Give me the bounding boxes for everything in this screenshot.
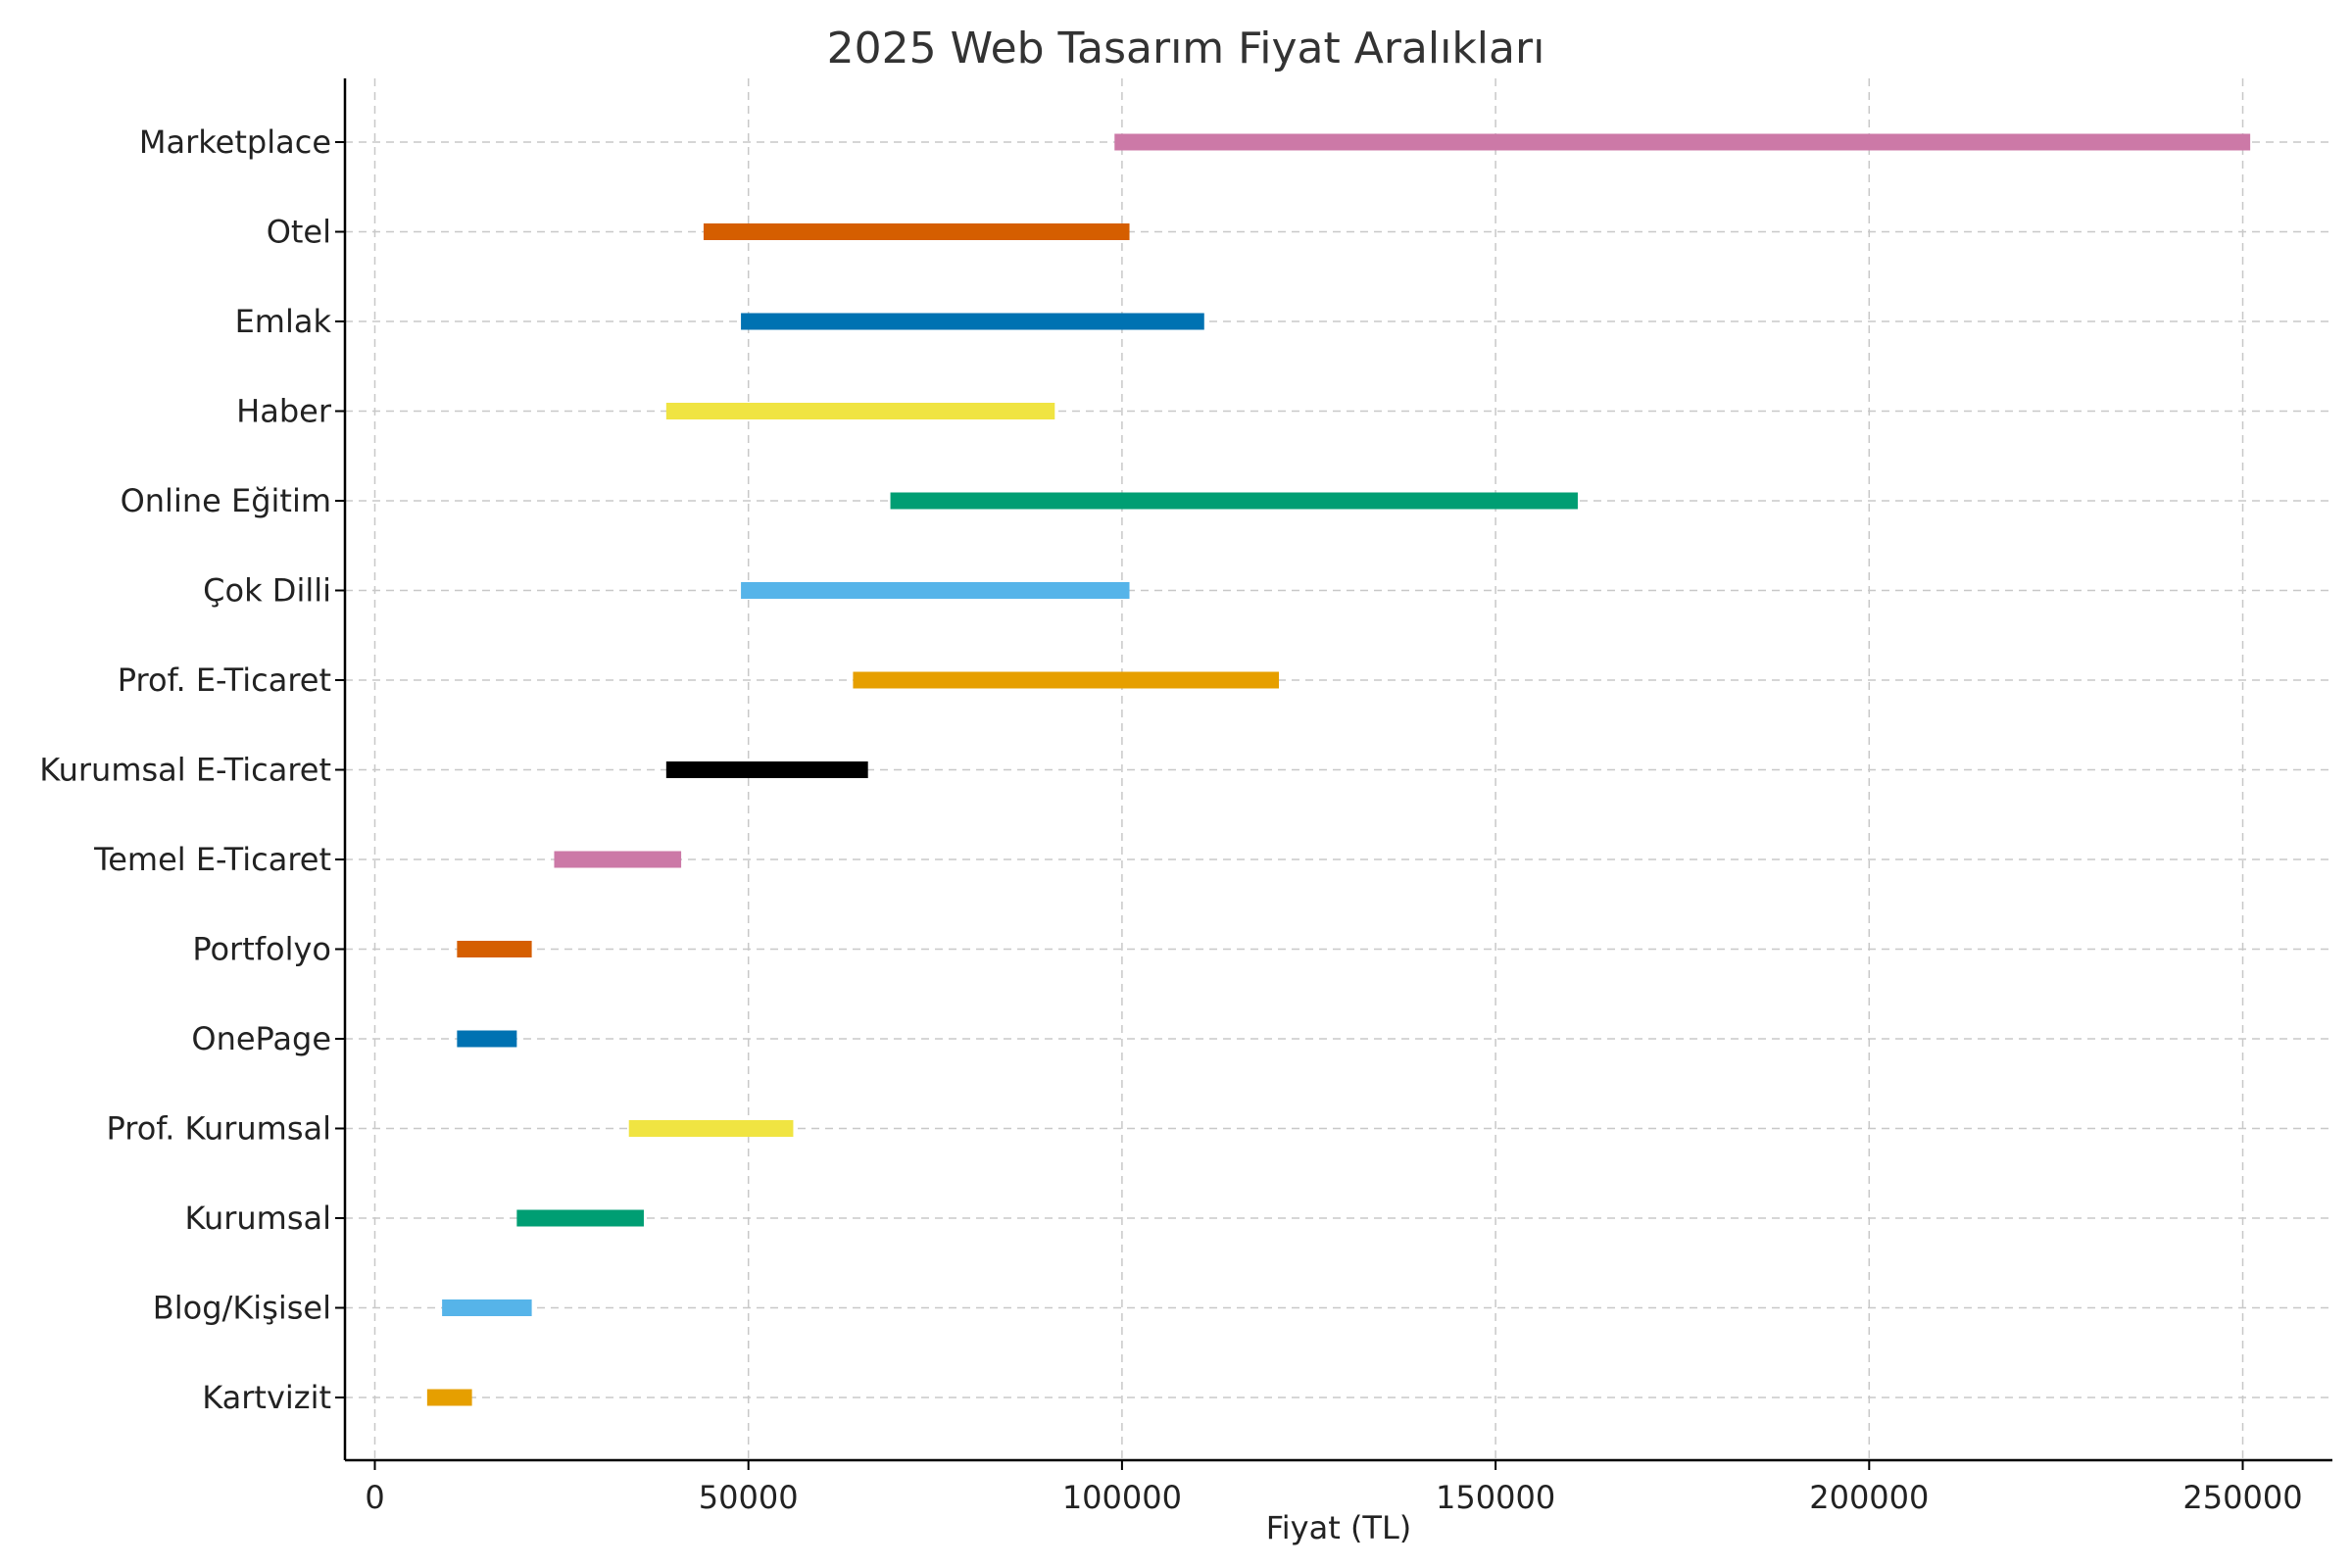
range-bar [741, 582, 1130, 599]
grid-lines [345, 78, 2332, 1460]
x-tick-label: 200000 [1809, 1479, 1929, 1516]
range-bar [442, 1299, 532, 1316]
range-bar [890, 492, 1578, 510]
y-tick-label: Kurumsal E-Ticaret [39, 752, 331, 789]
range-bar [741, 313, 1204, 330]
range-bar [554, 851, 682, 868]
range-bars [426, 133, 2251, 1406]
range-bar [1114, 133, 2251, 151]
y-tick-label: Otel [267, 214, 331, 251]
x-tick-label: 50000 [699, 1479, 799, 1516]
range-bar [665, 403, 1055, 419]
y-tick-label: Online Eğitim [121, 482, 331, 519]
range-bar [457, 941, 532, 957]
y-tick-label: Emlak [235, 303, 332, 340]
x-tick-label: 0 [365, 1479, 384, 1516]
x-tick-label: 150000 [1436, 1479, 1555, 1516]
range-bar [703, 223, 1130, 240]
range-bar [665, 761, 868, 778]
range-bar [457, 1030, 517, 1048]
y-tick-label: Prof. E-Ticaret [118, 662, 331, 699]
y-tick-label: Blog/Kişisel [153, 1290, 331, 1327]
y-tick-label: Marketplace [139, 123, 331, 161]
chart-title: 2025 Web Tasarım Fiyat Aralıkları [827, 24, 1545, 74]
y-tick-label: Kartvizit [202, 1379, 331, 1416]
y-tick-label: Portfolyo [192, 931, 331, 968]
x-tick-label: 250000 [2182, 1479, 2302, 1516]
x-axis-ticks: 0 50000 100000 150000 200000 250000 [365, 1460, 2303, 1516]
y-tick-label: Çok Dilli [203, 572, 331, 610]
y-tick-label: Temel E-Ticaret [93, 841, 331, 878]
y-tick-label: Prof. Kurumsal [107, 1110, 332, 1148]
x-axis-label: Fiyat (TL) [1266, 1509, 1412, 1546]
range-bar [628, 1120, 794, 1137]
y-tick-label: Kurumsal [185, 1200, 331, 1237]
y-axis-ticks: Kartvizit Blog/Kişisel Kurumsal Prof. Kurum… [39, 123, 345, 1416]
range-bar [516, 1209, 644, 1227]
y-tick-label: Haber [236, 393, 332, 430]
y-tick-label: OnePage [191, 1020, 331, 1057]
range-bar [426, 1389, 472, 1406]
x-tick-label: 100000 [1062, 1479, 1182, 1516]
range-bar [853, 671, 1280, 689]
